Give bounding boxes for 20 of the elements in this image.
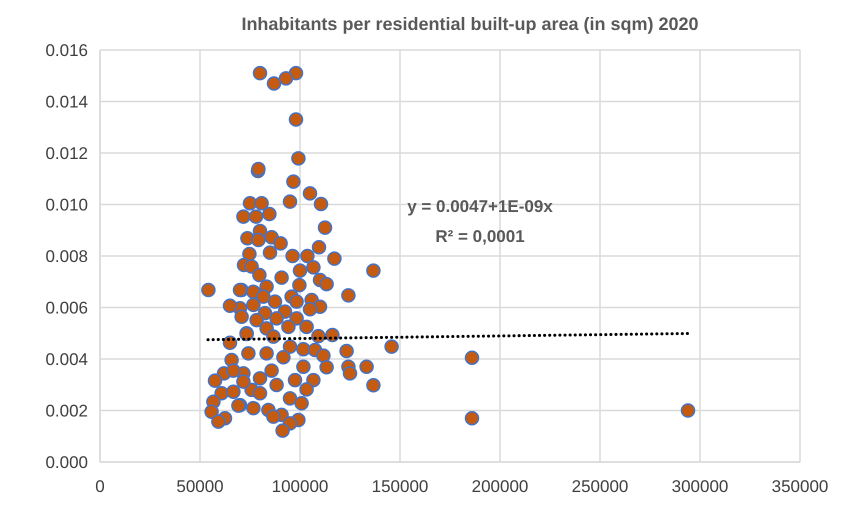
- annotation: R² = 0,0001: [435, 227, 525, 246]
- x-tick-label: 200000: [472, 477, 528, 496]
- y-tick-label: 0.006: [45, 298, 88, 318]
- x-tick-label: 150000: [372, 477, 428, 496]
- annotation: y = 0.0047+1E-09x: [407, 197, 554, 216]
- y-tick-label: 0.002: [45, 401, 88, 420]
- x-tick-label: 350000: [772, 477, 828, 496]
- y-tick-label: 0.008: [45, 246, 88, 266]
- y-tick-label: 0.014: [45, 92, 88, 112]
- y-tick-label: 0.010: [45, 195, 88, 214]
- x-tick-label: 0: [95, 477, 105, 496]
- x-tick-label: 100000: [272, 477, 328, 496]
- y-tick-label: 0.012: [45, 144, 88, 163]
- y-tick-label: 0.004: [45, 350, 88, 369]
- y-tick-label: 0.000: [45, 452, 88, 472]
- chart-title: Inhabitants per residential built-up area (in sqm) 2020: [241, 14, 699, 34]
- y-tick-label: 0.016: [45, 40, 88, 60]
- x-tick-label: 300000: [672, 477, 728, 496]
- x-tick-label: 50000: [176, 477, 224, 496]
- x-tick-label: 250000: [572, 477, 628, 496]
